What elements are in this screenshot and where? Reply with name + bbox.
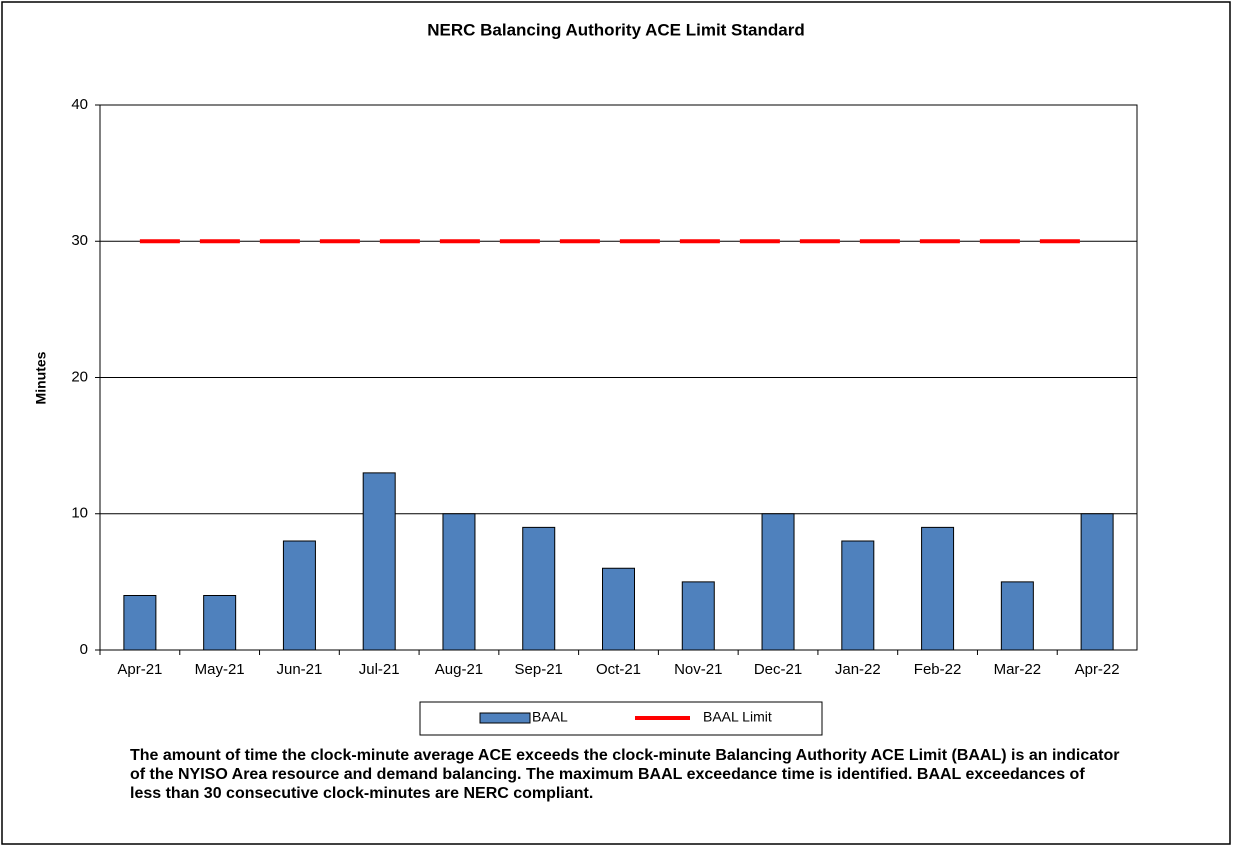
bar <box>602 567 635 651</box>
x-tick-label: Aug-21 <box>435 661 483 678</box>
y-tick-label: 10 <box>71 505 88 522</box>
bar <box>841 540 875 651</box>
y-tick-label: 0 <box>80 641 88 658</box>
x-tick-label: Apr-22 <box>1075 661 1120 678</box>
x-tick-label: Oct-21 <box>596 661 641 678</box>
bar <box>1000 581 1034 651</box>
x-tick-label: Apr-21 <box>117 661 162 678</box>
legend-swatch <box>479 712 531 724</box>
x-tick-label: May-21 <box>195 661 245 678</box>
x-tick-label: Feb-22 <box>914 661 962 678</box>
legend-label: BAAL Limit <box>703 709 772 725</box>
bar <box>921 526 955 651</box>
y-tick-label: 20 <box>71 368 88 385</box>
y-tick-label: 40 <box>71 96 88 113</box>
annotation: The amount of time the clock-minute aver… <box>130 747 1120 802</box>
x-tick-label: Dec-21 <box>754 661 802 678</box>
bar <box>681 581 715 651</box>
bar <box>123 595 157 651</box>
x-tick-label: Jun-21 <box>276 661 322 678</box>
legend-label: BAAL <box>532 709 568 725</box>
bar <box>203 595 237 651</box>
chart-title: NERC Balancing Authority ACE Limit Stand… <box>427 20 805 39</box>
y-tick-label: 30 <box>71 232 88 249</box>
bar <box>522 526 556 651</box>
bar <box>761 513 795 651</box>
x-tick-label: Jan-22 <box>835 661 881 678</box>
bar <box>282 540 316 651</box>
x-tick-label: Jul-21 <box>359 661 400 678</box>
bar <box>442 513 476 651</box>
bar <box>362 472 396 651</box>
bar <box>1080 513 1114 651</box>
x-tick-label: Mar-22 <box>994 661 1042 678</box>
x-tick-label: Sep-21 <box>515 661 563 678</box>
y-axis-label: Minutes <box>33 351 49 404</box>
x-tick-label: Nov-21 <box>674 661 722 678</box>
